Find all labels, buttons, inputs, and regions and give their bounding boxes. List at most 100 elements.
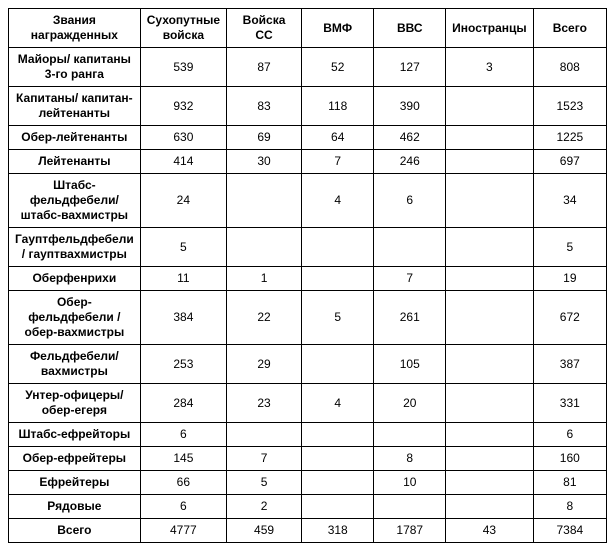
data-cell: 387 [533,345,606,384]
rank-cell: Унтер-офицеры/ обер-егеря [9,384,141,423]
data-cell: 384 [140,291,226,345]
table-row: Фельдфебели/ вахмистры25329105387 [9,345,607,384]
data-cell [302,471,374,495]
data-cell: 808 [533,48,606,87]
data-cell [446,174,533,228]
data-cell: 160 [533,447,606,471]
data-cell: 4 [302,384,374,423]
data-cell: 261 [374,291,446,345]
data-cell: 6 [533,423,606,447]
data-cell: 83 [227,87,302,126]
rank-cell: Ефрейтеры [9,471,141,495]
table-row: Майоры/ капитаны 3-го ранга5398752127380… [9,48,607,87]
data-cell [227,228,302,267]
data-cell: 8 [533,495,606,519]
data-cell: 81 [533,471,606,495]
table-row: Унтер-офицеры/ обер-егеря28423420331 [9,384,607,423]
data-cell: 23 [227,384,302,423]
table-header: Звания награжденных Сухопутные войска Во… [9,9,607,48]
data-cell: 7 [374,267,446,291]
data-cell: 127 [374,48,446,87]
data-cell [302,447,374,471]
data-cell: 30 [227,150,302,174]
data-cell [302,345,374,384]
table-row: Капитаны/ капитан-лейтенанты93283118390 1… [9,87,607,126]
data-cell: 1225 [533,126,606,150]
table-row: Всего47774593181787437384 [9,519,607,543]
rank-cell: Капитаны/ капитан-лейтенанты [9,87,141,126]
data-cell: 8 [374,447,446,471]
rank-cell: Всего [9,519,141,543]
data-cell: 3 [446,48,533,87]
data-cell: 390 [374,87,446,126]
table-row: Ефрейтеры665 10 81 [9,471,607,495]
data-cell: 5 [302,291,374,345]
data-cell: 10 [374,471,446,495]
data-cell: 5 [140,228,226,267]
data-cell: 4777 [140,519,226,543]
data-cell: 7 [227,447,302,471]
data-cell: 672 [533,291,606,345]
data-cell [302,228,374,267]
data-cell: 284 [140,384,226,423]
data-cell [374,423,446,447]
data-cell: 145 [140,447,226,471]
data-cell: 118 [302,87,374,126]
rank-cell: Майоры/ капитаны 3-го ранга [9,48,141,87]
table-row: Штабс-ефрейторы66 [9,423,607,447]
data-cell: 630 [140,126,226,150]
data-cell [446,495,533,519]
rank-cell: Рядовые [9,495,141,519]
data-cell: 7 [302,150,374,174]
table-row: Гауптфельдфебели / гауптвахмистры55 [9,228,607,267]
data-cell: 43 [446,519,533,543]
rank-cell: Штабс-фельдфебели/ штабс-вахмистры [9,174,141,228]
data-cell: 19 [533,267,606,291]
table-row: Лейтенанты414307246697 [9,150,607,174]
data-cell [446,471,533,495]
data-cell: 69 [227,126,302,150]
data-cell: 2 [227,495,302,519]
data-cell [374,495,446,519]
data-cell: 7384 [533,519,606,543]
table-row: Обер-фельдфебели / обер-вахмистры3842252… [9,291,607,345]
col-header-ss: Войска СС [227,9,302,48]
data-cell: 66 [140,471,226,495]
data-cell: 6 [140,495,226,519]
data-cell: 932 [140,87,226,126]
rank-cell: Обер-ефрейтеры [9,447,141,471]
data-cell: 253 [140,345,226,384]
rank-cell: Оберфенрихи [9,267,141,291]
data-cell: 331 [533,384,606,423]
table-row: Обер-ефрейтеры1457 8 160 [9,447,607,471]
data-cell: 34 [533,174,606,228]
data-cell: 24 [140,174,226,228]
table-row: Оберфенрихи111719 [9,267,607,291]
table-body: Майоры/ капитаны 3-го ранга5398752127380… [9,48,607,543]
data-cell: 1787 [374,519,446,543]
data-cell: 1523 [533,87,606,126]
data-cell [446,267,533,291]
data-cell [227,423,302,447]
rank-cell: Гауптфельдфебели / гауптвахмистры [9,228,141,267]
data-cell [227,174,302,228]
table-row: Рядовые62 8 [9,495,607,519]
data-cell [374,228,446,267]
data-cell: 462 [374,126,446,150]
data-cell [446,345,533,384]
data-cell [446,126,533,150]
data-cell: 1 [227,267,302,291]
data-cell: 6 [374,174,446,228]
table-row: Штабс-фельдфебели/ штабс-вахмистры244634 [9,174,607,228]
data-cell [446,423,533,447]
rank-cell: Обер-фельдфебели / обер-вахмистры [9,291,141,345]
data-cell [302,267,374,291]
data-cell [446,150,533,174]
data-cell: 539 [140,48,226,87]
rank-cell: Штабс-ефрейторы [9,423,141,447]
data-cell: 6 [140,423,226,447]
data-cell: 459 [227,519,302,543]
data-cell: 5 [227,471,302,495]
col-header-rank: Звания награжденных [9,9,141,48]
data-cell: 697 [533,150,606,174]
